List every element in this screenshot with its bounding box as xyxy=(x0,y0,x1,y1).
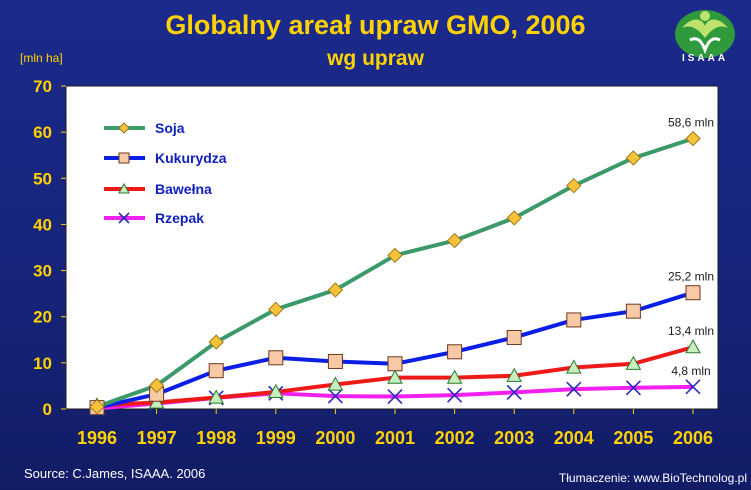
isaaa-logo-text: ISAAA xyxy=(681,53,729,64)
x-tick-label: 2002 xyxy=(435,428,475,448)
data-point-bawelna xyxy=(327,376,344,391)
data-point-kukurydza xyxy=(566,312,582,328)
x-tick-label: 1998 xyxy=(196,428,236,448)
legend-marker-soja xyxy=(118,122,130,134)
y-tick-label: 50 xyxy=(33,169,52,188)
chart-subtitle: wg upraw xyxy=(327,47,424,70)
data-point-rzepak xyxy=(327,388,343,404)
y-axis-unit-label: [mln ha] xyxy=(20,51,63,65)
source-note: Source: C.James, ISAAA. 2006 xyxy=(24,466,206,481)
x-tick-label: 1996 xyxy=(77,428,117,448)
data-point-bawelna xyxy=(267,383,284,399)
data-point-soja xyxy=(387,247,403,264)
legend-label-soja: Soja xyxy=(155,120,185,136)
x-tick-label: 2000 xyxy=(315,428,355,448)
data-point-bawelna xyxy=(148,394,165,409)
x-tick-label: 2006 xyxy=(673,428,713,448)
data-point-rzepak xyxy=(566,381,582,397)
data-point-kukurydza xyxy=(387,356,403,372)
data-point-kukurydza xyxy=(447,344,463,360)
data-point-bawelna xyxy=(446,369,463,384)
data-point-rzepak xyxy=(625,380,641,396)
data-point-bawelna xyxy=(625,355,642,370)
data-point-soja xyxy=(208,334,224,350)
annotation-rzepak: 4,8 mln xyxy=(671,364,710,378)
legend-marker-kukurydza xyxy=(118,152,130,164)
annotation-soja: 58,6 mln xyxy=(668,116,714,130)
x-tick-label: 2004 xyxy=(554,428,594,448)
y-tick-label: 10 xyxy=(33,354,52,373)
data-point-soja xyxy=(148,377,165,394)
x-tick-label: 2001 xyxy=(375,428,415,448)
data-point-kukurydza xyxy=(208,363,224,379)
x-tick-label: 1999 xyxy=(256,428,296,448)
data-point-soja xyxy=(446,232,463,249)
data-point-kukurydza xyxy=(268,350,284,366)
data-point-soja xyxy=(89,398,105,415)
data-point-bawelna xyxy=(506,367,523,382)
y-tick-label: 0 xyxy=(43,400,52,419)
chart-title: Globalny areał upraw GMO, 2006 xyxy=(165,10,586,40)
data-point-bawelna xyxy=(387,369,403,384)
data-point-kukurydza xyxy=(625,303,641,319)
legend-marker-bawelna xyxy=(118,182,130,194)
data-point-bawelna xyxy=(208,389,225,404)
x-tick-label: 1997 xyxy=(137,428,177,448)
plot-area xyxy=(65,85,719,410)
legend-label-kukurydza: Kukurydza xyxy=(155,150,227,166)
data-point-kukurydza xyxy=(327,353,343,369)
data-point-bawelna xyxy=(685,339,701,354)
data-point-soja xyxy=(685,130,701,147)
legend-marker-rzepak xyxy=(118,212,130,224)
translation-credit[interactable]: Tłumaczenie: www.BioTechnolog.pl xyxy=(558,471,747,485)
data-point-rzepak xyxy=(447,387,463,403)
data-point-rzepak xyxy=(685,379,701,395)
y-tick-label: 20 xyxy=(33,308,52,327)
x-tick-label: 2003 xyxy=(494,428,534,448)
legend: Soja Kukurydza Bawełna Rzepak xyxy=(104,120,227,226)
legend-label-bawelna: Bawełna xyxy=(155,181,212,197)
data-point-rzepak xyxy=(387,388,403,405)
isaaa-logo xyxy=(675,10,735,58)
y-tick-label: 60 xyxy=(33,123,52,142)
data-point-soja xyxy=(327,282,344,298)
legend-label-rzepak: Rzepak xyxy=(155,210,204,226)
data-point-bawelna xyxy=(565,359,582,374)
x-tick-label: 2005 xyxy=(613,428,653,448)
data-point-soja xyxy=(268,301,284,318)
data-point-kukurydza xyxy=(506,329,522,345)
data-point-soja xyxy=(625,150,642,166)
data-point-kukurydza xyxy=(685,285,701,301)
y-tick-label: 40 xyxy=(33,215,52,234)
annotation-kukurydza: 25,2 mln xyxy=(668,270,714,284)
data-point-soja xyxy=(506,210,522,226)
data-point-rzepak xyxy=(506,384,522,400)
data-point-soja xyxy=(566,177,582,194)
annotation-bawelna: 13,4 mln xyxy=(668,324,714,338)
y-tick-label: 30 xyxy=(33,262,52,281)
y-tick-label: 70 xyxy=(33,77,52,96)
